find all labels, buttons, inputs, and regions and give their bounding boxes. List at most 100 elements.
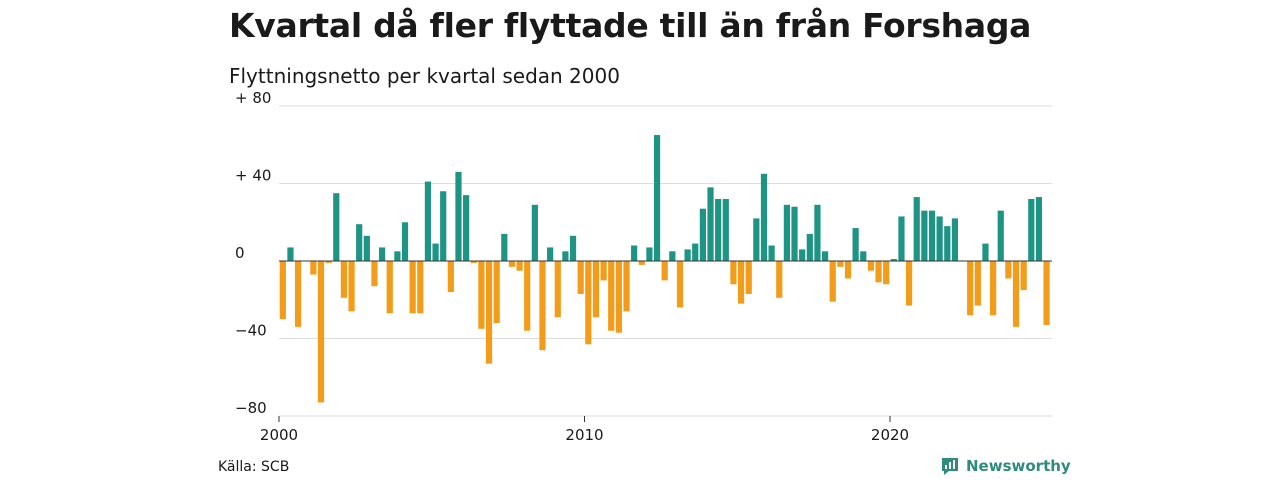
bar-2020-Q4 (913, 197, 920, 261)
bar-2002-Q1 (340, 261, 348, 298)
bar-2024-Q1 (1012, 261, 1020, 327)
bar-2003-Q2 (379, 247, 386, 261)
bar-2006-Q2 (470, 261, 477, 263)
bar-2018-Q1 (829, 261, 836, 302)
bar-2008-Q3 (539, 261, 546, 351)
x-tick-label: 2020 (871, 426, 909, 444)
grid-lines (279, 105, 1052, 417)
bar-2001-Q2 (317, 261, 325, 403)
bar-2014-Q1 (707, 187, 714, 262)
bar-2007-Q1 (493, 261, 500, 323)
bar-2010-Q3 (600, 261, 607, 281)
bar-2009-Q3 (569, 235, 577, 261)
bar-2014-Q3 (722, 199, 729, 261)
bar-2004-Q1 (401, 222, 409, 261)
bar-2012-Q3 (661, 261, 668, 281)
bar-2018-Q3 (844, 261, 852, 279)
bar-2015-Q1 (737, 261, 745, 304)
bar-2017-Q4 (821, 251, 829, 261)
bar-2004-Q3 (417, 261, 424, 314)
bar-2011-Q1 (615, 261, 622, 333)
bar-2001-Q3 (325, 261, 332, 263)
bar-2019-Q3 (875, 261, 882, 283)
bar-2016-Q3 (783, 204, 790, 261)
bar-2009-Q1 (554, 261, 561, 318)
bar-2012-Q4 (669, 251, 676, 261)
bar-2020-Q3 (905, 261, 913, 306)
bar-2003-Q1 (371, 261, 378, 287)
bar-2021-Q3 (936, 216, 943, 261)
bar-2019-Q4 (883, 261, 890, 285)
bar-2019-Q2 (867, 261, 875, 271)
bar-2012-Q2 (653, 135, 661, 261)
bar-2008-Q1 (524, 261, 531, 331)
bar-2000-Q1 (279, 261, 286, 320)
bar-2005-Q2 (440, 191, 447, 261)
bar-2022-Q3 (967, 261, 974, 316)
bar-2011-Q3 (631, 245, 638, 261)
bar-2019-Q1 (860, 251, 867, 261)
bar-2015-Q3 (753, 218, 760, 262)
bars (279, 135, 1050, 403)
bar-2013-Q3 (692, 243, 699, 261)
bar-2001-Q1 (310, 261, 317, 275)
bar-2020-Q1 (890, 259, 897, 261)
bar-2000-Q2 (287, 247, 294, 261)
bar-2007-Q4 (516, 261, 523, 271)
bar-2024-Q3 (1028, 199, 1035, 261)
bar-2024-Q4 (1035, 197, 1043, 261)
bar-2003-Q4 (394, 251, 401, 261)
bar-2010-Q1 (585, 261, 592, 345)
bar-2006-Q3 (478, 261, 485, 329)
bar-2010-Q4 (608, 261, 615, 331)
bar-2013-Q1 (676, 261, 684, 308)
bar-2023-Q1 (982, 243, 989, 261)
brand-logo-group[interactable]: Newsworthy (940, 456, 1071, 476)
x-tick-label: 2000 (260, 426, 298, 444)
bar-2000-Q3 (294, 261, 302, 327)
bar-2011-Q4 (638, 261, 645, 265)
bar-2008-Q2 (531, 204, 538, 261)
bar-2015-Q2 (745, 261, 752, 294)
y-tick-label: −40 (235, 322, 267, 340)
bar-2012-Q1 (646, 247, 653, 261)
bar-2014-Q2 (715, 199, 722, 261)
x-tick-label: 2010 (565, 426, 603, 444)
y-tick-label: −80 (235, 399, 267, 417)
bar-2025-Q1 (1043, 261, 1050, 325)
bar-2016-Q1 (768, 245, 775, 261)
bar-2005-Q4 (455, 171, 462, 262)
chart-title: Kvartal då fler flyttade till än från Fo… (229, 6, 1032, 45)
bar-2005-Q1 (432, 243, 439, 261)
bar-2007-Q3 (508, 261, 516, 267)
bar-2014-Q4 (730, 261, 737, 285)
chart-subtitle: Flyttningsnetto per kvartal sedan 2000 (229, 64, 620, 88)
bar-2023-Q3 (997, 210, 1004, 262)
axes: + 80 + 40 0 −40 −80 2000 2010 2020 (235, 89, 1052, 444)
bar-2016-Q2 (776, 261, 783, 298)
bar-2009-Q4 (577, 261, 584, 294)
bar-2013-Q4 (699, 208, 706, 261)
source-note: Källa: SCB (218, 459, 290, 475)
y-tick-label: + 80 (235, 89, 271, 107)
bar-2010-Q2 (592, 261, 600, 318)
bar-2001-Q4 (333, 193, 340, 261)
newsworthy-logo-icon (942, 458, 958, 475)
bar-2004-Q2 (409, 261, 416, 314)
bar-2023-Q4 (1005, 261, 1012, 279)
bar-2003-Q3 (386, 261, 393, 314)
bar-2008-Q4 (547, 247, 554, 261)
bar-2018-Q2 (837, 261, 844, 267)
bar-2017-Q2 (806, 233, 813, 262)
bar-2023-Q2 (990, 261, 997, 316)
bar-2013-Q2 (684, 249, 691, 262)
y-tick-label: 0 (235, 244, 245, 262)
bar-2002-Q4 (363, 235, 370, 261)
bar-2020-Q2 (898, 216, 905, 261)
bar-2017-Q3 (814, 204, 821, 261)
bar-2002-Q3 (356, 224, 363, 261)
bar-2024-Q2 (1020, 261, 1027, 291)
bar-2007-Q2 (501, 233, 508, 262)
y-tick-label: + 40 (235, 167, 271, 185)
